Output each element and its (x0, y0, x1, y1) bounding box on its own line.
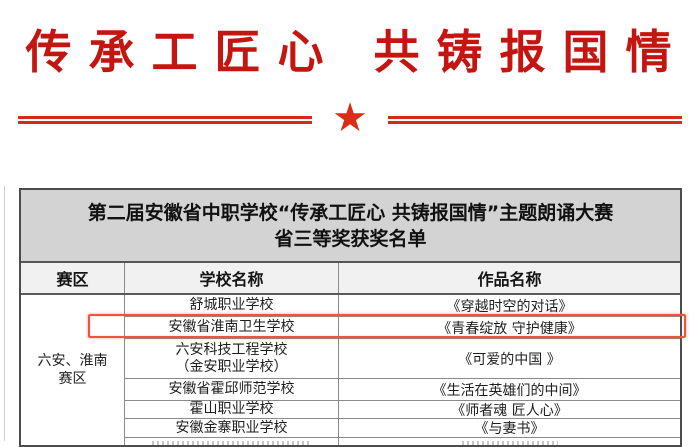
work-title: 《生活在英雄们的中间》 (432, 382, 587, 399)
table-title: 第二届安徽省中职学校“传承工匠心 共铸报国情”主题朗诵大赛 省三等奖获奖名单 (21, 190, 680, 263)
star-divider: ★ (18, 95, 683, 141)
school-cell: 安徽省淮南卫生学校 (125, 317, 339, 338)
work-cell: 《与妻书》 (339, 419, 680, 437)
header-zone: 赛区 (21, 263, 125, 293)
table-row: 霍山职业学校 《师者魂 匠人心》 (125, 401, 680, 419)
table-rows: 舒城职业学校 《穿越时空的对话》 安徽省淮南卫生学校 《青春绽放 守护健康》 六… (125, 295, 680, 445)
star-icon: ★ (332, 95, 368, 141)
school-cell: 舒城职业学校 (125, 295, 339, 316)
work-cell: 《穿越时空的对话》 (339, 295, 680, 316)
school-cell: 霍山职业学校 (125, 401, 339, 418)
school-name: 霍山职业学校 (189, 401, 274, 417)
school-name-line2: （金安职业学校） (175, 358, 288, 375)
school-name: 安徽省霍邱师范学校 (168, 381, 295, 397)
work-cell (339, 438, 680, 445)
work-title: 《与妻书》 (474, 421, 545, 437)
table-row: 六安科技工程学校 （金安职业学校） 《可爱的中国 》 (125, 339, 680, 379)
school-name: 安徽省淮南卫生学校 (168, 319, 295, 335)
table-row: 安徽金寨职业学校 《与妻书》 (125, 419, 680, 438)
school-name: 舒城职业学校 (189, 297, 274, 313)
zone-merged-cell: 六安、淮南 赛区 (21, 295, 125, 445)
page-scan-edge (4, 186, 5, 441)
clipped-text-fragment (151, 440, 312, 445)
divider-line-right (387, 116, 683, 124)
school-name: 安徽金寨职业学校 (175, 419, 288, 436)
award-table: 第二届安徽省中职学校“传承工匠心 共铸报国情”主题朗诵大赛 省三等奖获奖名单 赛… (19, 188, 682, 447)
zone-line1: 六安、淮南 (37, 353, 108, 369)
work-cell: 《师者魂 匠人心》 (339, 401, 680, 419)
table-row-highlighted: 安徽省淮南卫生学校 《青春绽放 守护健康》 (125, 317, 680, 339)
divider-line-left (18, 116, 313, 124)
zone-line2: 赛区 (58, 371, 87, 387)
work-title: 《穿越时空的对话》 (446, 298, 573, 315)
table-title-line2: 省三等奖获奖名单 (274, 228, 427, 250)
work-cell: 《青春绽放 守护健康》 (339, 317, 680, 338)
header-school: 学校名称 (125, 263, 339, 293)
school-cell: 六安科技工程学校 （金安职业学校） (125, 339, 339, 378)
clipped-text-fragment (461, 440, 558, 445)
table-body: 六安、淮南 赛区 舒城职业学校 《穿越时空的对话》 安徽省淮南卫生学校 《青春绽… (21, 295, 680, 445)
work-cell: 《生活在英雄们的中间》 (339, 379, 680, 400)
table-title-line1: 第二届安徽省中职学校“传承工匠心 共铸报国情”主题朗诵大赛 (87, 202, 614, 224)
table-header-row: 赛区 学校名称 作品名称 (21, 263, 680, 295)
school-cell: 安徽金寨职业学校 (125, 419, 339, 437)
work-title: 《师者魂 匠人心》 (451, 402, 568, 419)
banner-headline: 传承工匠心 共铸报国情 (25, 25, 689, 79)
header-work: 作品名称 (477, 270, 542, 289)
table-row-clipped (125, 438, 680, 445)
table-row: 舒城职业学校 《穿越时空的对话》 (125, 295, 680, 317)
school-name: 六安科技工程学校 (175, 341, 288, 358)
school-cell: 安徽省霍邱师范学校 (125, 379, 339, 400)
work-cell: 《可爱的中国 》 (339, 339, 680, 378)
table-row: 安徽省霍邱师范学校 《生活在英雄们的中间》 (125, 379, 680, 401)
work-title: 《可爱的中国 》 (458, 351, 561, 368)
work-title: 《青春绽放 守护健康》 (437, 320, 582, 337)
school-cell (125, 438, 339, 445)
